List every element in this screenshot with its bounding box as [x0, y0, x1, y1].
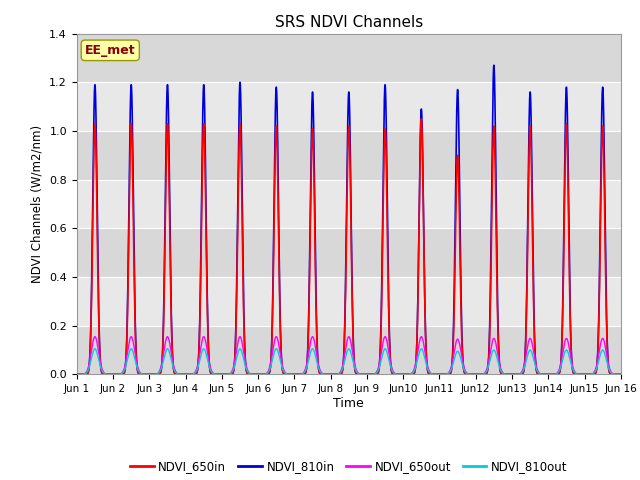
- NDVI_650out: [361, 372, 369, 377]
- NDVI_650in: [472, 372, 479, 377]
- Line: NDVI_810out: NDVI_810out: [77, 349, 621, 374]
- NDVI_650in: [417, 116, 425, 122]
- NDVI_650in: [545, 372, 552, 377]
- Y-axis label: NDVI Channels (W/m2/nm): NDVI Channels (W/m2/nm): [31, 125, 44, 283]
- NDVI_650out: [617, 372, 625, 377]
- NDVI_810in: [132, 348, 140, 354]
- Bar: [77, 131, 621, 180]
- NDVI_650out: [545, 372, 552, 377]
- Bar: [77, 34, 621, 82]
- NDVI_810in: [399, 372, 407, 377]
- Title: SRS NDVI Channels: SRS NDVI Channels: [275, 15, 423, 30]
- Bar: [77, 180, 621, 228]
- NDVI_650out: [192, 367, 200, 373]
- NDVI_810in: [617, 372, 625, 377]
- NDVI_810in: [90, 101, 98, 107]
- NDVI_810out: [361, 372, 369, 377]
- NDVI_810out: [192, 369, 200, 374]
- NDVI_810in: [204, 301, 211, 307]
- NDVI_810out: [91, 346, 99, 352]
- NDVI_650in: [617, 372, 625, 377]
- Bar: [77, 326, 621, 374]
- NDVI_810in: [545, 372, 552, 377]
- NDVI_810out: [617, 372, 625, 377]
- Bar: [77, 82, 621, 131]
- NDVI_650out: [472, 372, 479, 377]
- NDVI_810out: [204, 356, 211, 362]
- Line: NDVI_810in: NDVI_810in: [77, 65, 621, 374]
- NDVI_650out: [91, 334, 99, 339]
- NDVI_650in: [132, 351, 140, 357]
- NDVI_810out: [73, 372, 81, 377]
- NDVI_650in: [361, 372, 369, 377]
- NDVI_650in: [192, 371, 200, 377]
- X-axis label: Time: Time: [333, 397, 364, 410]
- NDVI_810out: [545, 372, 552, 377]
- NDVI_650in: [204, 311, 211, 317]
- NDVI_650out: [204, 349, 211, 355]
- NDVI_810out: [472, 372, 479, 377]
- NDVI_810out: [132, 361, 140, 367]
- Bar: [77, 277, 621, 326]
- Text: EE_met: EE_met: [85, 44, 136, 57]
- NDVI_650in: [73, 372, 81, 377]
- NDVI_810in: [361, 372, 369, 377]
- Line: NDVI_650out: NDVI_650out: [77, 336, 621, 374]
- NDVI_650out: [73, 372, 81, 377]
- Legend: NDVI_650in, NDVI_810in, NDVI_650out, NDVI_810out: NDVI_650in, NDVI_810in, NDVI_650out, NDV…: [125, 455, 572, 478]
- Line: NDVI_650in: NDVI_650in: [77, 119, 621, 374]
- NDVI_650out: [90, 335, 98, 340]
- NDVI_810in: [73, 372, 81, 377]
- NDVI_810in: [192, 371, 200, 377]
- NDVI_650out: [132, 356, 140, 362]
- Bar: [77, 228, 621, 277]
- NDVI_650in: [90, 138, 98, 144]
- NDVI_810out: [90, 347, 98, 352]
- NDVI_810in: [490, 62, 498, 68]
